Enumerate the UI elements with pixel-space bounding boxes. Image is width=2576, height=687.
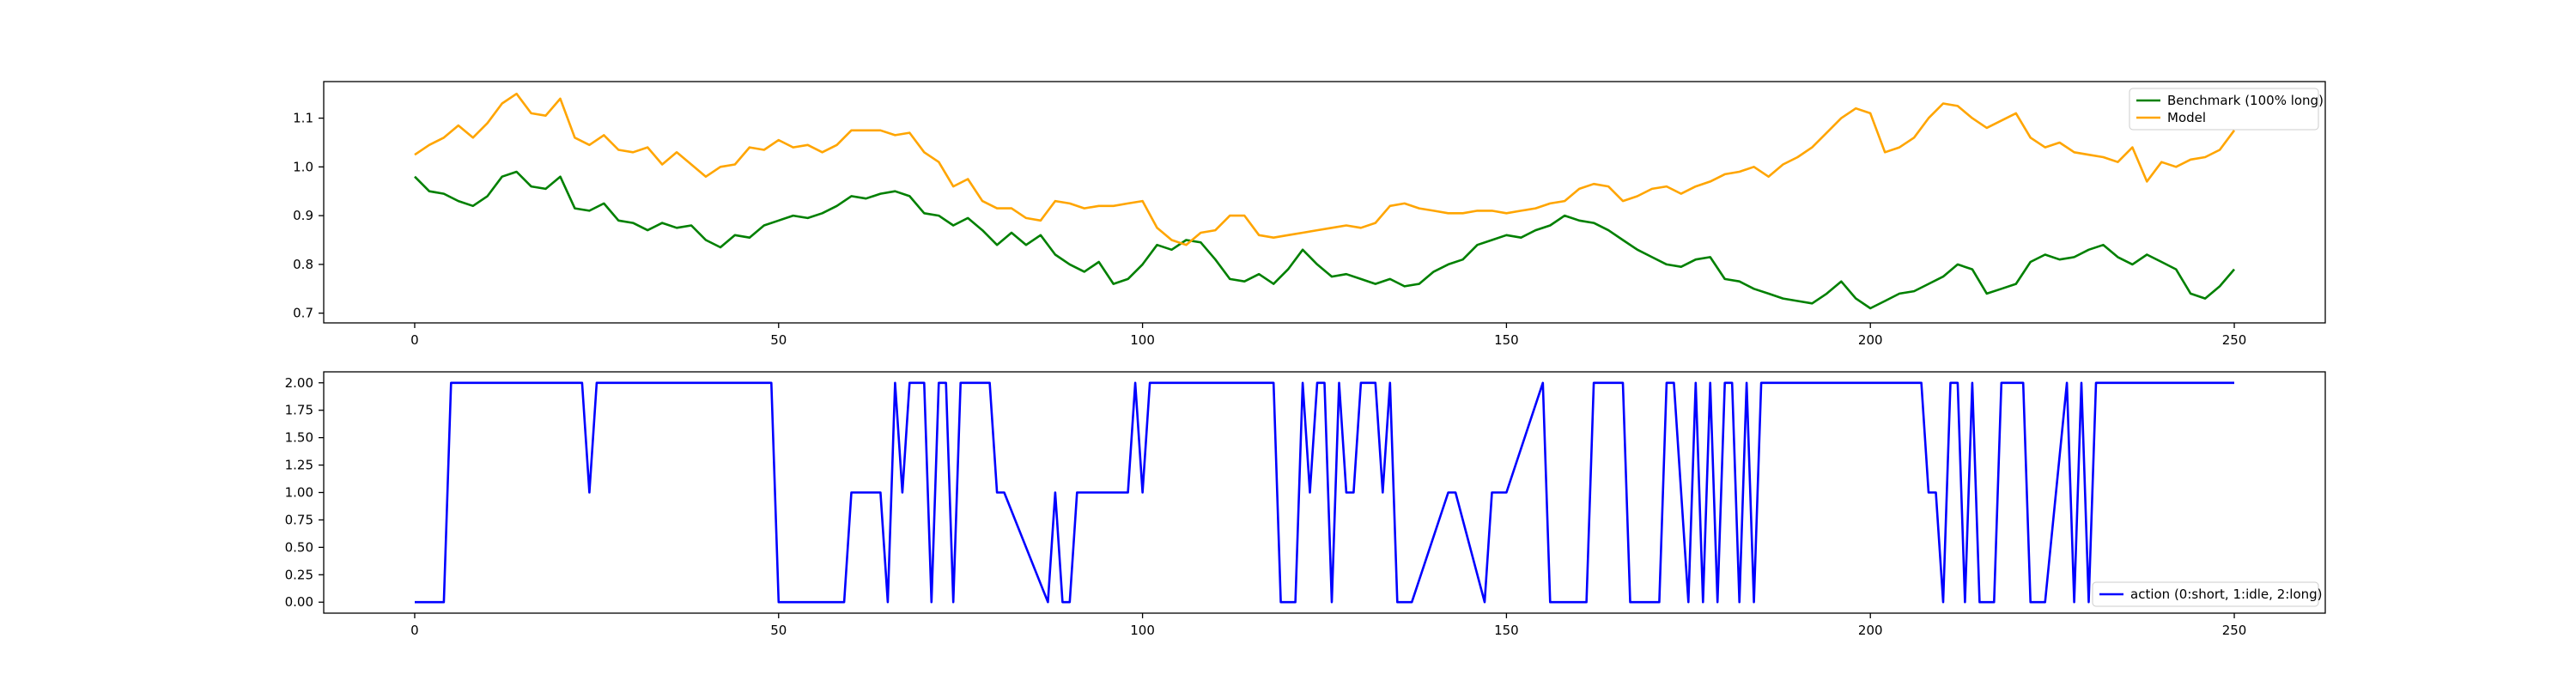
y-tick-label: 0.50 bbox=[285, 539, 313, 555]
series-line-1 bbox=[414, 170, 2235, 310]
x-tick-label: 0 bbox=[410, 332, 419, 348]
series-line-2 bbox=[414, 92, 2236, 246]
x-tick-label: 50 bbox=[770, 623, 787, 638]
legend-label: Benchmark (100% long) bbox=[2167, 93, 2324, 108]
y-tick-label: 1.00 bbox=[285, 485, 313, 501]
chart-panel-2: 0 50 100 150 200 250 0.00 0.25 0.50 0.75 1.00 1.25 1… bbox=[285, 371, 2326, 638]
y-tick-label: 0.75 bbox=[285, 512, 313, 527]
x-tick-label: 200 bbox=[1858, 623, 1883, 638]
x-tick-label: 250 bbox=[2222, 623, 2247, 638]
series-line-1 bbox=[415, 381, 2234, 604]
y-tick-label: 0.00 bbox=[285, 594, 313, 610]
legend: action (0:short, 1:idle, 2:long) bbox=[2092, 581, 2323, 607]
x-tick-label: 100 bbox=[1130, 623, 1155, 638]
y-tick-label: 0.25 bbox=[285, 567, 313, 582]
x-tick-label: 100 bbox=[1130, 332, 1155, 348]
y-tick-label: 1.75 bbox=[285, 403, 313, 418]
y-tick-label: 1.25 bbox=[285, 458, 313, 473]
x-tick-label: 150 bbox=[1494, 332, 1519, 348]
y-tick-label: 0.9 bbox=[293, 208, 313, 223]
chart-panel-1: 0 50 100 150 200 250 0.7 0.8 0.9 1.0 1.1 Benchmark … bbox=[293, 81, 2326, 348]
y-tick-label: 1.0 bbox=[293, 159, 313, 174]
x-tick-label: 150 bbox=[1494, 623, 1519, 638]
x-tick-label: 0 bbox=[410, 623, 419, 638]
x-tick-label: 50 bbox=[770, 332, 787, 348]
y-tick-label: 1.1 bbox=[293, 111, 313, 126]
legend-box bbox=[2092, 581, 2319, 607]
y-tick-label: 1.50 bbox=[285, 430, 313, 446]
legend-label: action (0:short, 1:idle, 2:long) bbox=[2130, 587, 2323, 602]
legend-box bbox=[2129, 88, 2319, 131]
x-tick-label: 200 bbox=[1858, 332, 1883, 348]
y-tick-label: 2.00 bbox=[285, 375, 313, 391]
y-tick-label: 0.8 bbox=[293, 257, 313, 272]
x-tick-label: 250 bbox=[2222, 332, 2247, 348]
legend: Benchmark (100% long) Model bbox=[2129, 88, 2324, 131]
y-tick-label: 0.7 bbox=[293, 306, 313, 321]
plot-frame bbox=[323, 81, 2326, 324]
legend-label: Model bbox=[2167, 110, 2206, 125]
